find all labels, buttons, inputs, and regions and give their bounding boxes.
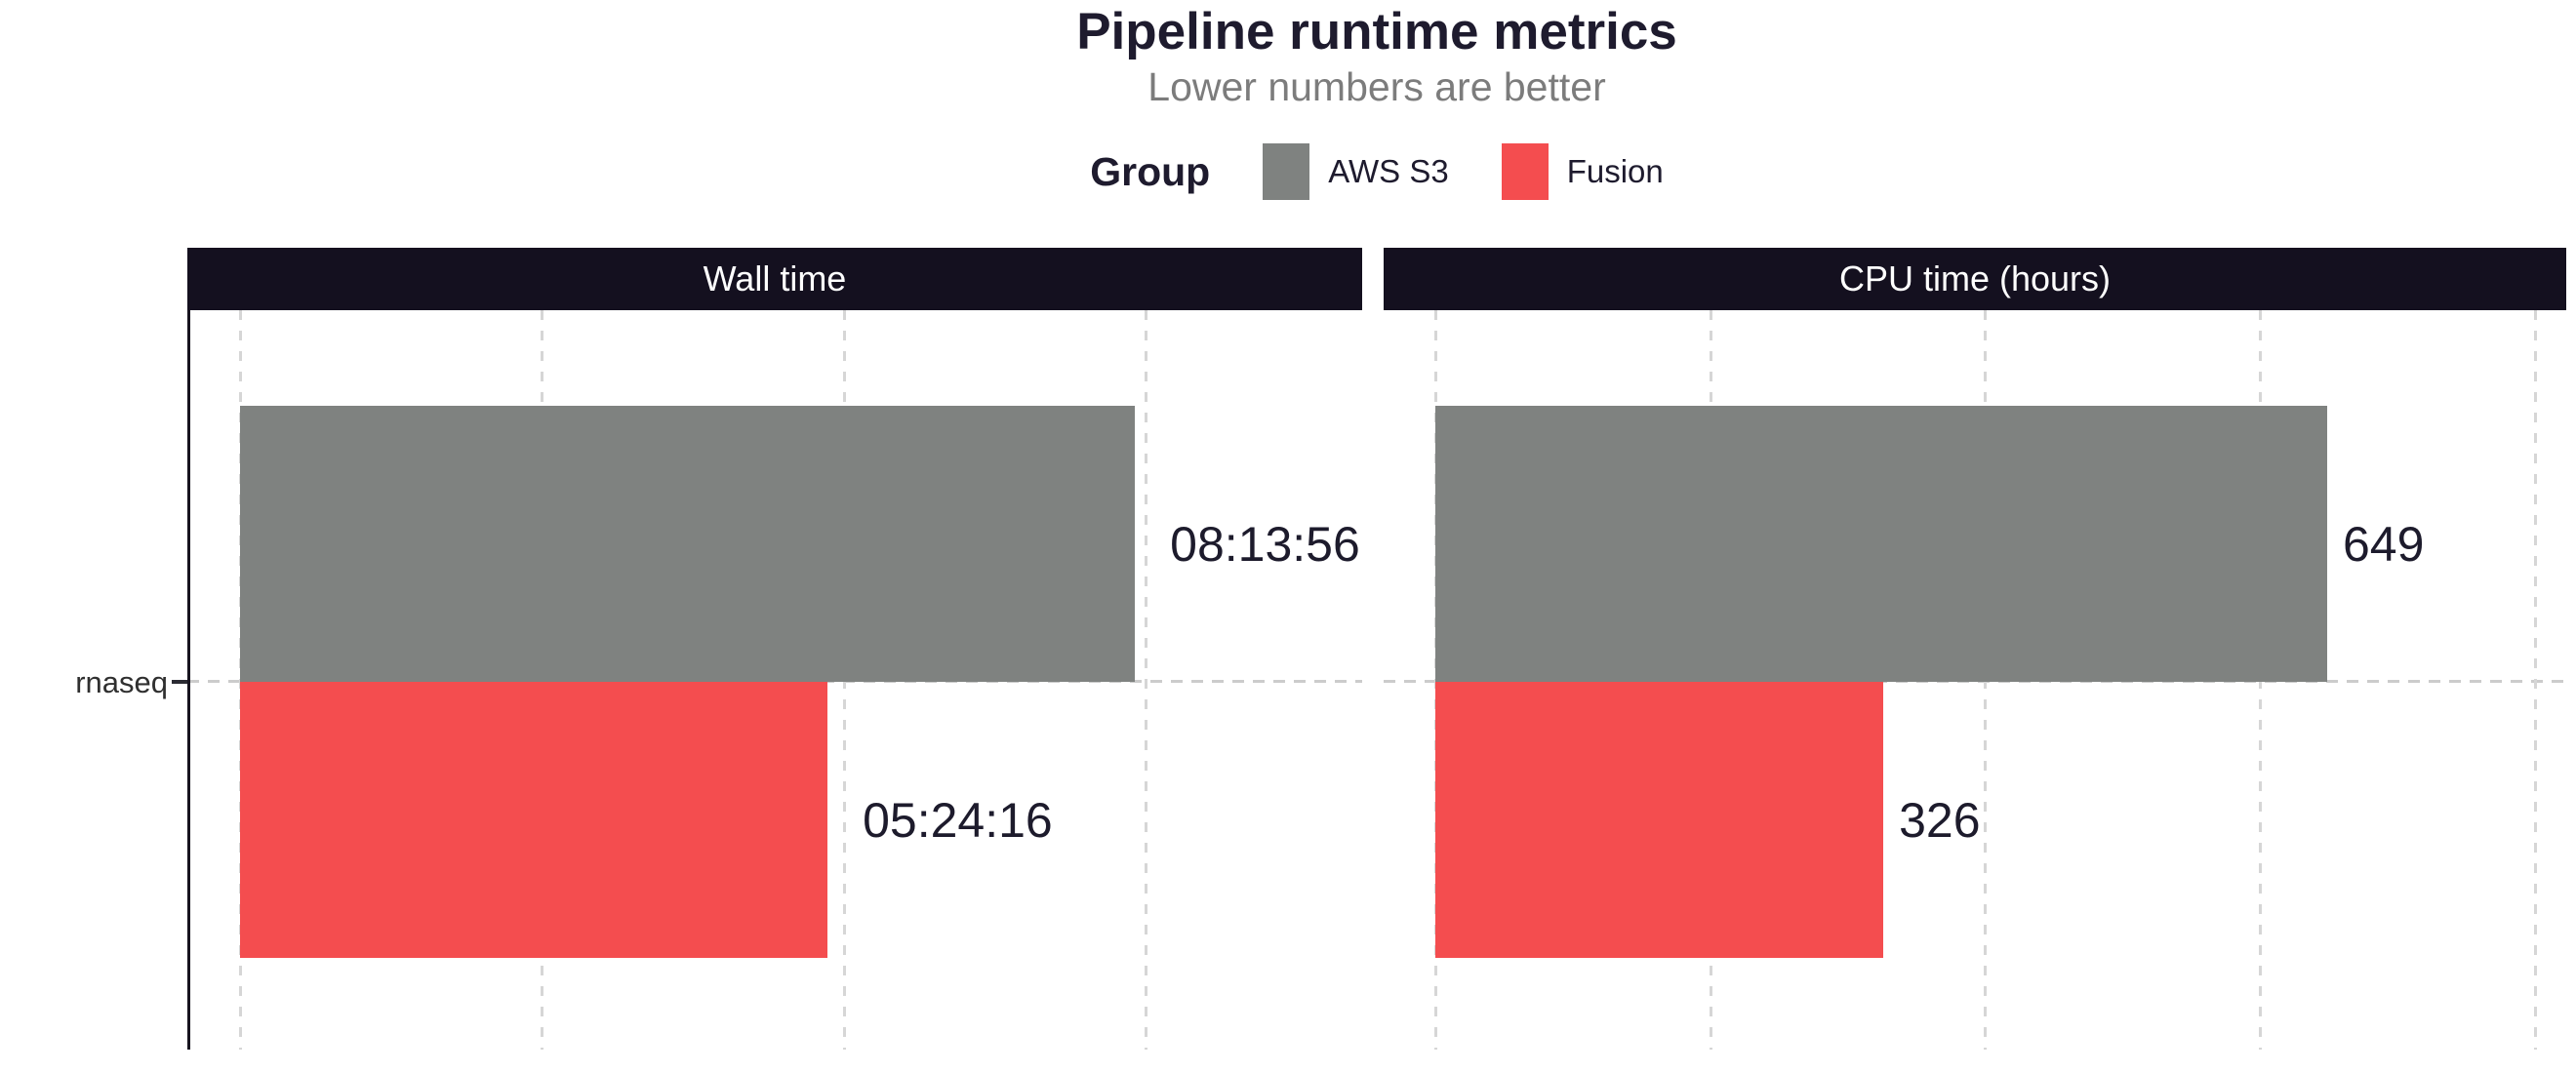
legend-swatch xyxy=(1501,143,1549,200)
legend-swatch xyxy=(1263,143,1310,200)
plot-area: 649 326 xyxy=(1384,310,2566,1050)
y-axis-tick xyxy=(172,680,187,684)
legend-title: Group xyxy=(1090,148,1211,194)
legend-label: AWS S3 xyxy=(1328,153,1449,189)
legend-key-fusion: Fusion xyxy=(1501,143,1664,200)
bar xyxy=(240,406,1136,682)
legend: Group AWS S3 Fusion xyxy=(187,140,2566,203)
y-axis-category-label: rnaseq xyxy=(75,665,168,699)
bar xyxy=(1435,682,1884,958)
scale-region: 08:13:56 05:24:16 xyxy=(239,310,1362,1050)
facet-panel-wall-time: Wall time 08:13:56 05:24:16 xyxy=(187,248,1362,1050)
bar-label: 326 xyxy=(1899,792,1981,848)
v-gridline xyxy=(1145,310,1148,1050)
facet-panel-cpu-time: CPU time (hours) 649 326 xyxy=(1384,248,2566,1050)
legend-key-aws-s3: AWS S3 xyxy=(1263,143,1449,200)
v-gridline xyxy=(2533,310,2537,1050)
facet-strip-title: Wall time xyxy=(187,248,1362,310)
y-axis-line xyxy=(187,310,190,1050)
bar-label: 649 xyxy=(2342,516,2425,572)
facet-strip-title: CPU time (hours) xyxy=(1384,248,2566,310)
scale-region: 649 326 xyxy=(1434,310,2566,1050)
chart-subtitle: Lower numbers are better xyxy=(1147,64,1606,109)
bar-label: 08:13:56 xyxy=(1170,516,1360,572)
bar-label: 05:24:16 xyxy=(863,792,1053,848)
legend-label: Fusion xyxy=(1566,153,1664,189)
plot-area: 08:13:56 05:24:16 xyxy=(187,310,1362,1050)
bar xyxy=(1435,406,2327,682)
chart-title: Pipeline runtime metrics xyxy=(1076,3,1677,60)
bar xyxy=(240,682,828,958)
